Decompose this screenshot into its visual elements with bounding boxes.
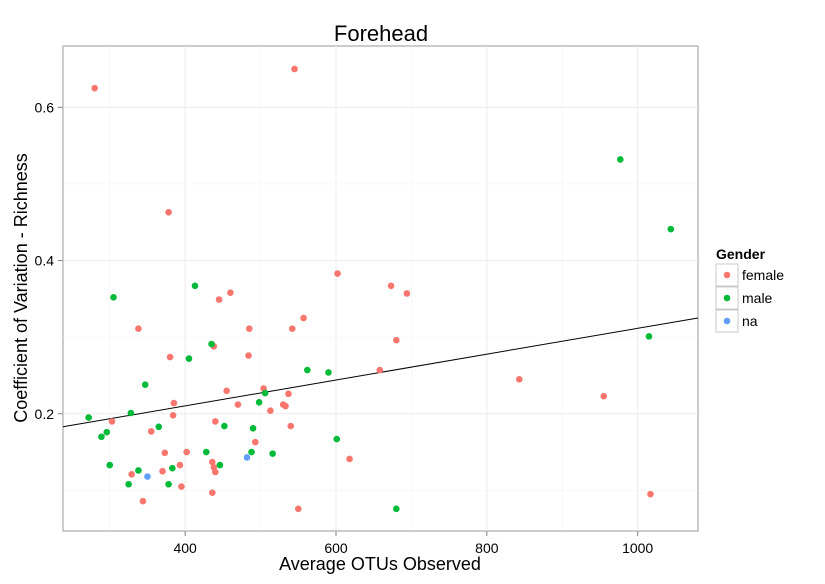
chart-title: Forehead: [334, 21, 428, 46]
data-point-female: [227, 289, 234, 297]
data-point-male: [165, 480, 172, 488]
data-point-male: [261, 389, 269, 397]
data-point-male: [202, 448, 210, 456]
data-point-female: [223, 387, 230, 395]
data-point-female: [387, 282, 395, 290]
data-point-female: [128, 471, 135, 478]
data-point-male: [667, 225, 675, 233]
data-point-female: [346, 455, 353, 463]
data-point-male: [248, 448, 255, 456]
data-point-male: [125, 480, 132, 488]
y-tick-label: 0.6: [35, 99, 55, 115]
data-point-male: [98, 433, 105, 441]
data-point-female: [287, 422, 295, 430]
data-point-female: [147, 428, 155, 435]
x-axis-label: Average OTUs Observed: [279, 554, 481, 574]
data-point-male: [249, 425, 257, 432]
data-point-female: [393, 336, 400, 344]
legend-title: Gender: [716, 246, 766, 262]
data-point-male: [110, 294, 117, 301]
x-tick-label: 600: [324, 540, 348, 556]
data-point-male: [393, 505, 400, 513]
data-point-female: [166, 353, 174, 361]
data-point-female: [108, 418, 116, 425]
data-point-female: [245, 325, 253, 333]
data-point-male: [135, 467, 142, 474]
data-point-male: [185, 355, 193, 362]
data-point-female: [291, 65, 298, 73]
data-point-female: [288, 325, 296, 333]
data-point-female: [209, 489, 216, 496]
data-point-male: [333, 435, 341, 443]
data-point-female: [515, 375, 523, 383]
data-point-male: [221, 422, 228, 430]
data-point-male: [191, 282, 199, 290]
legend-label-male: male: [742, 290, 773, 306]
data-point-male: [617, 156, 624, 163]
data-point-female: [245, 352, 252, 359]
legend-label-female: female: [742, 267, 784, 283]
legend: Gender female male na: [715, 246, 784, 333]
data-point-male: [325, 369, 332, 376]
data-point-female: [135, 325, 142, 333]
data-points: [85, 65, 675, 513]
data-point-male: [216, 461, 224, 469]
data-point-female: [212, 468, 219, 476]
data-point-male: [304, 366, 311, 374]
y-tick-label: 0.2: [35, 406, 55, 422]
data-point-female: [376, 366, 384, 374]
y-tick-label: 0.4: [35, 253, 55, 269]
data-point-female: [334, 270, 341, 277]
data-point-female: [252, 438, 259, 446]
y-axis-label: Coefficient of Variation - Richness: [11, 153, 31, 422]
data-point-female: [165, 208, 172, 216]
legend-label-na: na: [742, 313, 758, 329]
data-point-female: [139, 497, 147, 505]
data-point-male: [85, 414, 92, 421]
data-point-male: [106, 461, 114, 469]
data-point-male: [127, 409, 135, 417]
data-point-na: [144, 473, 151, 480]
data-point-female: [600, 392, 608, 400]
legend-marker-na: [723, 317, 731, 325]
data-point-male: [169, 464, 176, 472]
plot-area: [62, 45, 699, 532]
data-point-female: [169, 412, 177, 419]
data-point-male: [269, 450, 276, 457]
data-point-male: [208, 340, 215, 348]
data-point-na: [243, 454, 251, 461]
data-point-female: [647, 490, 654, 498]
data-point-male: [645, 333, 653, 340]
data-point-female: [403, 290, 411, 297]
data-point-female: [161, 449, 169, 457]
data-point-female: [212, 418, 219, 425]
data-point-female: [176, 461, 184, 469]
data-point-female: [215, 296, 223, 303]
data-point-female: [285, 390, 292, 398]
y-axis-ticks: 0.2 0.4 0.6: [35, 99, 63, 422]
legend-marker-female: [723, 271, 731, 279]
x-tick-label: 800: [475, 540, 499, 556]
data-point-female: [234, 401, 242, 408]
data-point-male: [103, 428, 111, 436]
data-point-female: [91, 84, 98, 92]
data-point-female: [209, 458, 216, 466]
data-point-male: [155, 423, 163, 431]
data-point-male: [255, 398, 263, 406]
x-tick-label: 400: [173, 540, 197, 556]
data-point-female: [183, 448, 190, 456]
x-tick-label: 1000: [622, 540, 653, 556]
data-point-female: [300, 314, 307, 322]
x-axis-ticks: 400 600 800 1000: [173, 531, 653, 556]
grid-lines: [63, 46, 698, 531]
data-point-female: [159, 467, 166, 475]
data-point-female: [170, 399, 178, 407]
data-point-female: [178, 483, 185, 490]
data-point-female: [267, 407, 274, 415]
data-point-female: [294, 505, 302, 513]
data-point-male: [141, 381, 149, 388]
data-point-female: [282, 402, 289, 410]
legend-marker-male: [723, 294, 731, 302]
